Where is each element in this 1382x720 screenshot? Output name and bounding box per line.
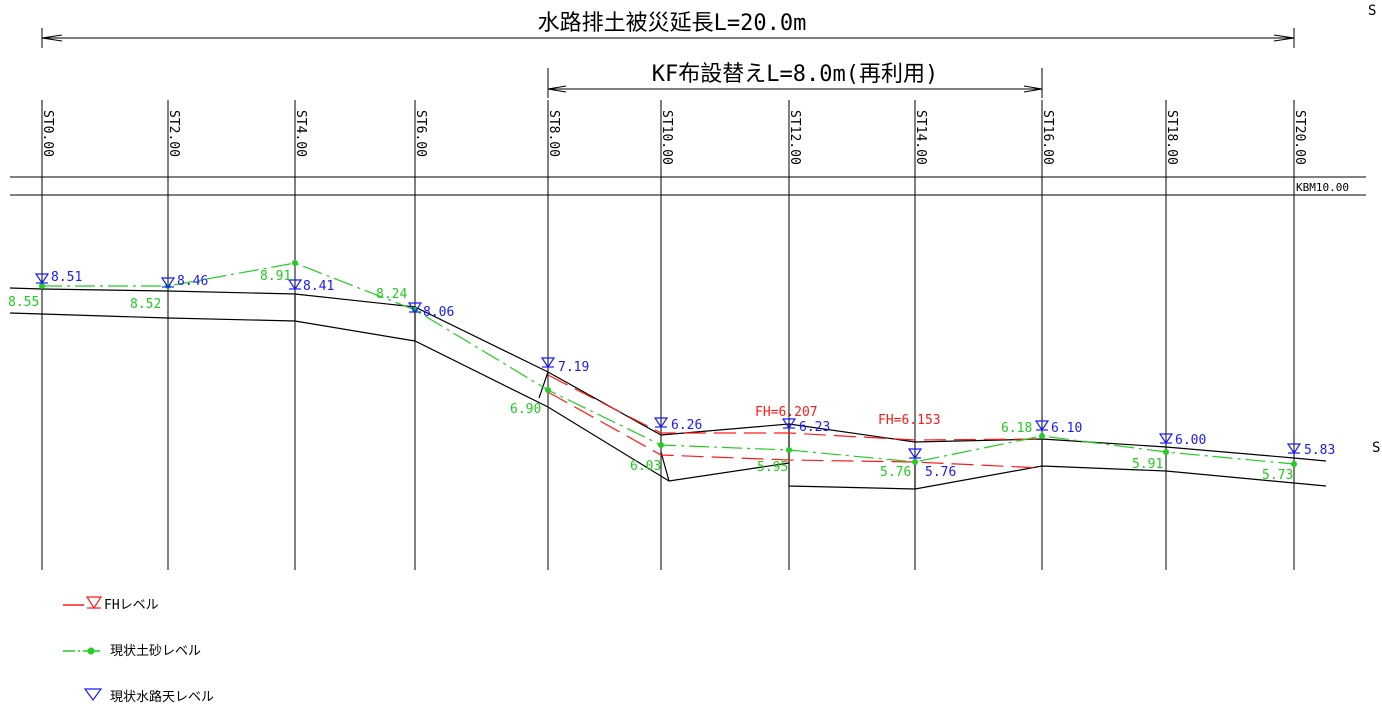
canal-marker: [781, 418, 797, 430]
soil-point: [39, 283, 45, 289]
canal-level-label: 6.26: [671, 418, 702, 433]
fh-triangle-icon: [85, 596, 103, 610]
canal-marker: [653, 417, 669, 429]
canal-marker: [540, 357, 556, 369]
edge-glyph-top: S: [1368, 3, 1376, 19]
station-label: ST0.00: [40, 110, 55, 157]
canal-level-label: 6.23: [799, 420, 830, 435]
canal-marker: [1034, 420, 1050, 432]
station-label: ST2.00: [166, 110, 181, 157]
fh-label-1: FH=6.207: [755, 405, 818, 420]
fh-label-2: FH=6.153: [878, 413, 941, 428]
soil-level-label: 8.24: [376, 287, 407, 302]
canal-level-label: 8.46: [177, 274, 208, 289]
fh-level-line: [547, 374, 1043, 469]
soil-point: [912, 459, 918, 465]
canal-level-label: 6.10: [1051, 421, 1082, 436]
station-label: ST16.00: [1040, 110, 1055, 165]
soil-level-label: 8.91: [260, 269, 291, 284]
legend-canal: 現状水路天レベル: [83, 688, 214, 705]
kf-dimension-line: [547, 68, 1043, 98]
canal-marker: [1286, 443, 1302, 455]
canal-marker: [34, 273, 50, 285]
canal-marker: [287, 279, 303, 291]
canal-level-label: 5.76: [925, 465, 956, 480]
soil-point: [1039, 433, 1045, 439]
soil-level-label: 5.73: [1262, 468, 1293, 483]
legend-fh: FHレベル: [63, 596, 159, 613]
station-lines: ST0.00 ST2.00 ST4.00 ST6.00 ST8.00 ST10.00 ST1…: [40, 100, 1307, 570]
soil-level-label: 8.52: [130, 297, 161, 312]
soil-point: [1291, 461, 1297, 467]
soil-point: [1163, 449, 1169, 455]
station-label: ST18.00: [1164, 110, 1179, 165]
legend-fh-label: FHレベル: [104, 598, 159, 613]
canal-level-label: 8.06: [423, 305, 454, 320]
soil-level-label: 6.18: [1001, 421, 1032, 436]
channel-body: [9, 287, 1327, 490]
soil-points: [39, 260, 1297, 467]
soil-level-label: 6.90: [510, 402, 541, 417]
canal-level-label: 8.41: [303, 279, 334, 294]
legend-soil-label: 現状土砂レベル: [110, 644, 201, 659]
canal-level-label: 8.51: [51, 270, 82, 285]
soil-dot-icon: [87, 647, 95, 655]
soil-point: [292, 260, 298, 266]
canal-marker: [907, 448, 923, 460]
canal-level-label: 5.83: [1304, 443, 1335, 458]
soil-point: [545, 387, 551, 393]
canal-triangle-icon: [83, 688, 103, 702]
station-label: ST14.00: [913, 110, 928, 165]
canal-marker: [407, 302, 423, 314]
overall-title: 水路排土被災延長L=20.0m: [538, 11, 807, 36]
legend: FHレベル 現状土砂レベル 現状水路天レベル: [63, 596, 214, 705]
station-label: ST8.00: [546, 110, 561, 157]
overall-dimension-line: [41, 28, 1295, 48]
soil-level-label: 6.03: [630, 459, 661, 474]
legend-canal-label: 現状水路天レベル: [110, 689, 214, 705]
soil-level-label: 8.55: [8, 295, 39, 310]
kbm-label: KBM10.00: [1296, 181, 1349, 194]
soil-level-label: 5.95: [757, 460, 788, 475]
station-label: ST6.00: [413, 110, 428, 157]
soil-level-label: 5.91: [1132, 457, 1163, 472]
soil-point: [786, 447, 792, 453]
soil-point: [658, 442, 664, 448]
canal-level-label: 6.00: [1175, 433, 1206, 448]
station-label: ST4.00: [293, 110, 308, 157]
canal-top-markers: [34, 273, 1302, 460]
station-label: ST10.00: [659, 110, 674, 165]
soil-level-label: 5.76: [880, 465, 911, 480]
station-label: ST12.00: [787, 110, 802, 165]
station-label: ST20.00: [1292, 110, 1307, 165]
canal-marker: [1158, 433, 1174, 445]
kf-title: KF布設替えL=8.0m(再利用): [652, 62, 938, 87]
canal-marker: [160, 277, 176, 289]
edge-glyph-mid: S: [1372, 440, 1380, 456]
legend-soil: 現状土砂レベル: [63, 644, 201, 659]
canal-level-label: 7.19: [558, 360, 589, 375]
value-labels: 8.51 8.46 8.41 8.06 7.19 6.26 6.23 5.76 6.10 6.00…: [8, 269, 1335, 483]
